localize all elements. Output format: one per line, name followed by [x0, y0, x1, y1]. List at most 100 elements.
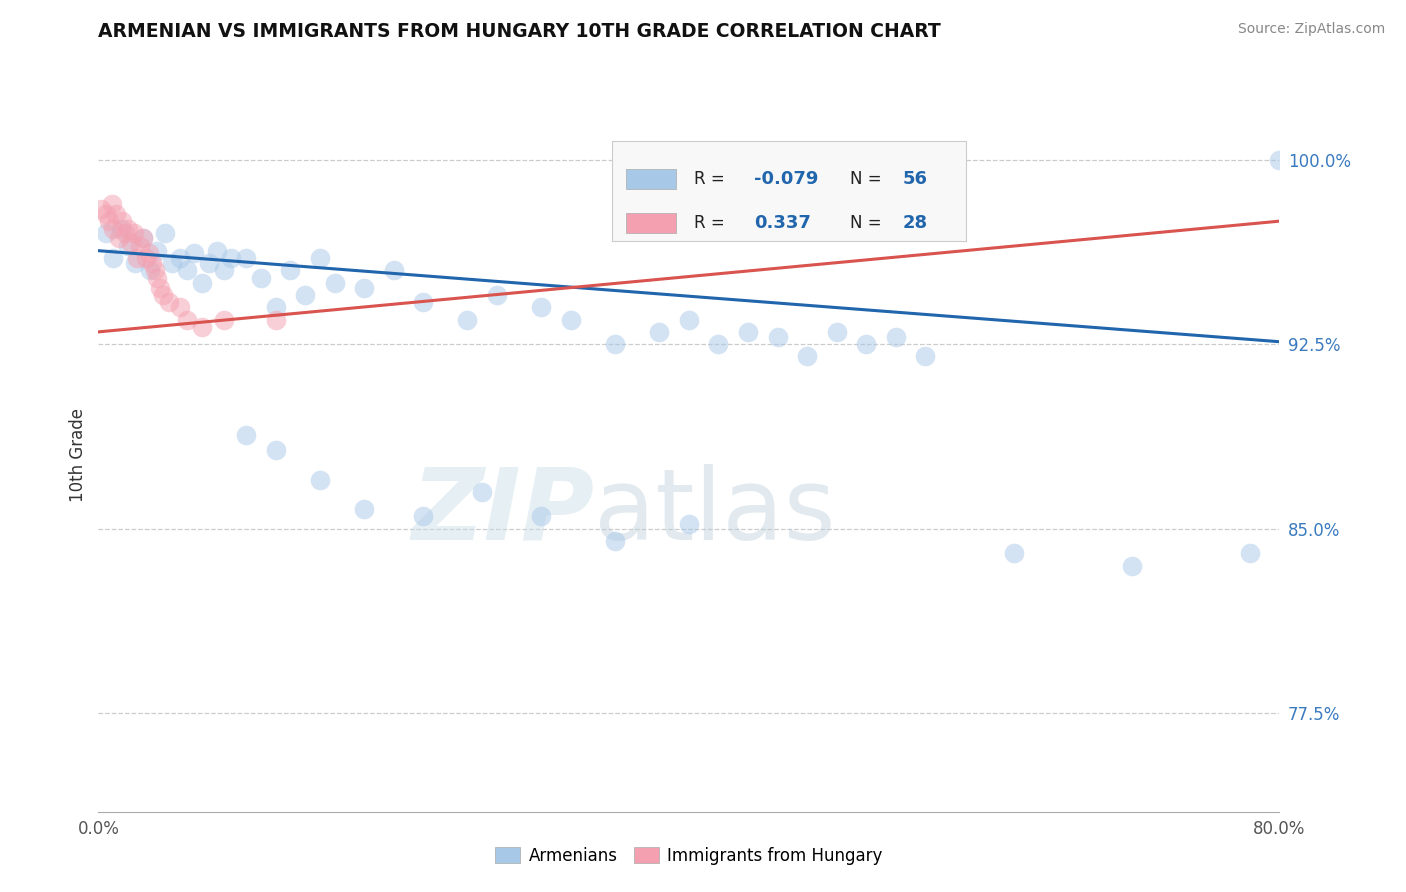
Point	[191, 320, 214, 334]
Point	[1268, 153, 1291, 167]
Text: R =: R =	[693, 169, 730, 188]
Point	[486, 288, 509, 302]
Text: N =: N =	[849, 169, 886, 188]
Point	[471, 484, 494, 499]
Point	[111, 214, 134, 228]
Text: ZIP: ZIP	[412, 464, 595, 560]
Legend: Armenians, Immigrants from Hungary: Armenians, Immigrants from Hungary	[488, 840, 890, 871]
Point	[1121, 558, 1143, 573]
Point	[100, 197, 122, 211]
Text: 28: 28	[903, 214, 928, 232]
Point	[169, 251, 191, 265]
Text: atlas: atlas	[595, 464, 837, 560]
Point	[212, 263, 235, 277]
Point	[157, 295, 180, 310]
Point	[766, 330, 789, 344]
Point	[212, 312, 235, 326]
Point	[323, 276, 346, 290]
Point	[678, 312, 700, 326]
Point	[114, 227, 136, 241]
Point	[530, 300, 553, 314]
Bar	[626, 213, 676, 233]
Bar	[626, 169, 676, 189]
Point	[146, 244, 169, 258]
Point	[605, 534, 627, 549]
Point	[103, 221, 125, 235]
Point	[94, 227, 117, 241]
Point	[117, 221, 139, 235]
Point	[169, 300, 191, 314]
Point	[105, 207, 128, 221]
Point	[250, 270, 273, 285]
Point	[110, 221, 132, 235]
Text: Source: ZipAtlas.com: Source: ZipAtlas.com	[1237, 22, 1385, 37]
Point	[707, 337, 730, 351]
Text: N =: N =	[849, 214, 886, 232]
Point	[152, 288, 174, 302]
Text: -0.079: -0.079	[754, 169, 818, 188]
Point	[309, 473, 332, 487]
Point	[456, 312, 478, 326]
Point	[122, 227, 145, 241]
Point	[125, 251, 148, 265]
Point	[198, 256, 221, 270]
Point	[825, 325, 848, 339]
Point	[264, 300, 287, 314]
Point	[353, 502, 375, 516]
Point	[94, 207, 117, 221]
Point	[914, 350, 936, 364]
Point	[191, 276, 214, 290]
Point	[678, 516, 700, 531]
Point	[124, 256, 146, 270]
Point	[183, 246, 205, 260]
Point	[103, 251, 125, 265]
Point	[141, 256, 163, 270]
Text: 56: 56	[903, 169, 928, 188]
Y-axis label: 10th Grade: 10th Grade	[69, 408, 87, 502]
Point	[235, 251, 257, 265]
Point	[97, 214, 120, 228]
Text: R =: R =	[693, 214, 730, 232]
Point	[90, 202, 112, 216]
Point	[132, 231, 155, 245]
Point	[219, 251, 242, 265]
Point	[737, 325, 759, 339]
Point	[139, 263, 162, 277]
Point	[412, 295, 434, 310]
Text: 0.337: 0.337	[754, 214, 811, 232]
Point	[117, 239, 139, 253]
Point	[353, 280, 375, 294]
Point	[412, 509, 434, 524]
Point	[205, 244, 228, 258]
Point	[120, 236, 142, 251]
Point	[108, 231, 131, 245]
Point	[855, 337, 877, 351]
Point	[132, 231, 155, 245]
Point	[1239, 546, 1261, 560]
Point	[149, 280, 172, 294]
Point	[309, 251, 332, 265]
Point	[135, 251, 157, 265]
Point	[143, 263, 166, 277]
Point	[235, 428, 257, 442]
Point	[796, 350, 818, 364]
Point	[294, 288, 316, 302]
Point	[264, 442, 287, 457]
Point	[560, 312, 582, 326]
Point	[884, 330, 907, 344]
Point	[146, 270, 169, 285]
Point	[264, 312, 287, 326]
Text: ARMENIAN VS IMMIGRANTS FROM HUNGARY 10TH GRADE CORRELATION CHART: ARMENIAN VS IMMIGRANTS FROM HUNGARY 10TH…	[98, 22, 941, 41]
Point	[162, 256, 183, 270]
Point	[153, 227, 176, 241]
Point	[128, 239, 150, 253]
Point	[176, 263, 198, 277]
Point	[648, 325, 671, 339]
Point	[176, 312, 198, 326]
Point	[1002, 546, 1025, 560]
Point	[530, 509, 553, 524]
Point	[605, 337, 627, 351]
Point	[278, 263, 302, 277]
Point	[382, 263, 405, 277]
Point	[138, 246, 160, 260]
